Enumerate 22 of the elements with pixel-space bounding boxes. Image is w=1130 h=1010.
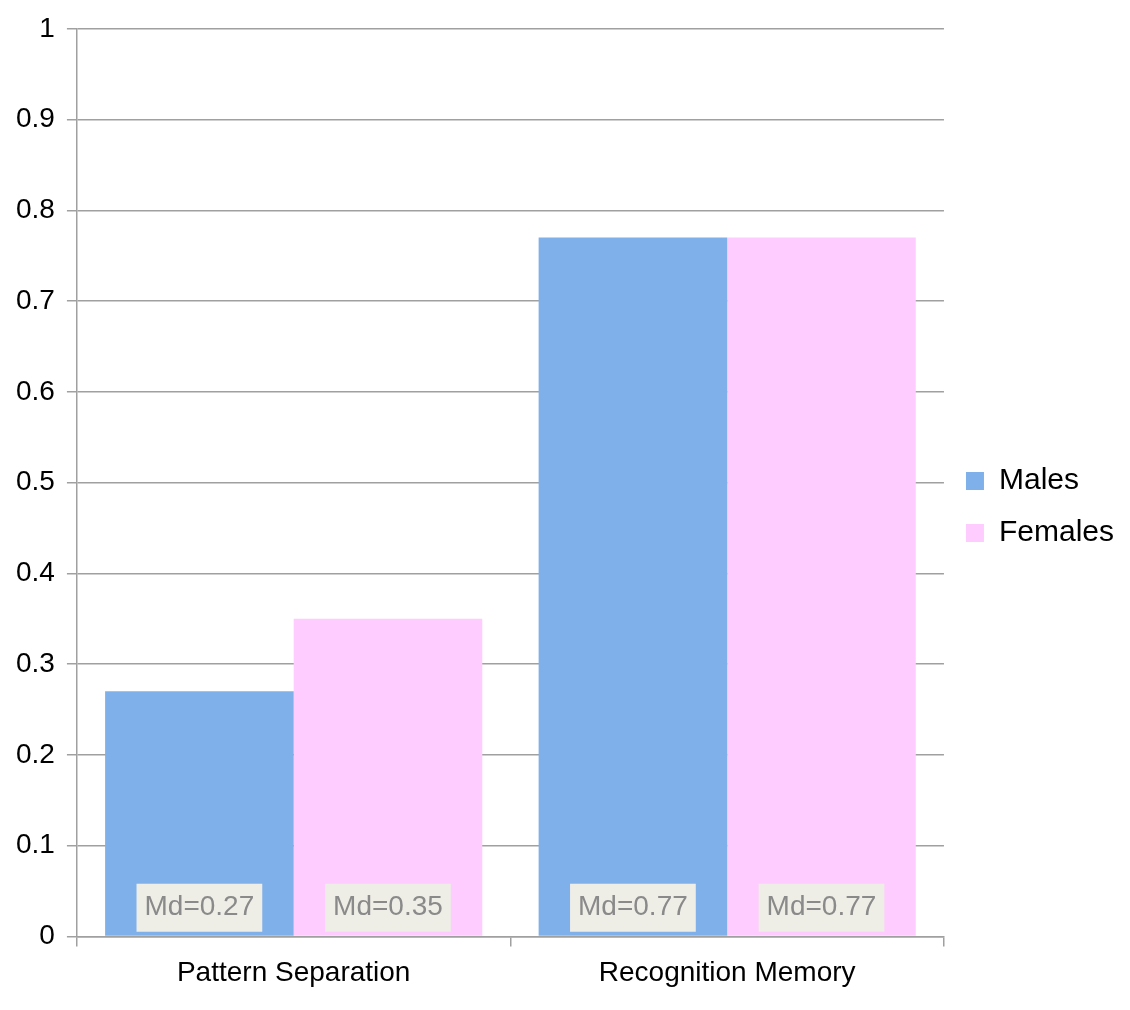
y-tick-label: 0.5 [15,465,55,497]
data-label: Md=0.77 [578,890,688,922]
y-tick-label: 0.9 [15,102,55,134]
data-label: Md=0.77 [766,890,877,922]
x-tick-label: Recognition Memory [598,955,856,987]
y-tick-label: 0 [39,919,55,951]
y-tick-label: 0.6 [15,374,55,406]
y-tick-label: 0.4 [15,556,55,588]
legend-label: Females [998,514,1115,548]
data-label: Md=0.27 [144,890,255,922]
x-tick-label: Pattern Separation [176,955,411,987]
y-tick-label: 0.2 [15,737,55,769]
bar [538,237,728,936]
bar [727,237,916,936]
data-label: Md=0.35 [333,890,443,922]
bar [105,691,294,936]
y-tick-label: 0.8 [15,193,55,225]
y-tick-label: 1 [39,11,55,43]
y-tick-label: 0.1 [15,828,55,860]
y-tick-label: 0.3 [15,646,55,678]
legend-label: Males [998,462,1079,496]
y-tick-label: 0.7 [15,283,55,315]
